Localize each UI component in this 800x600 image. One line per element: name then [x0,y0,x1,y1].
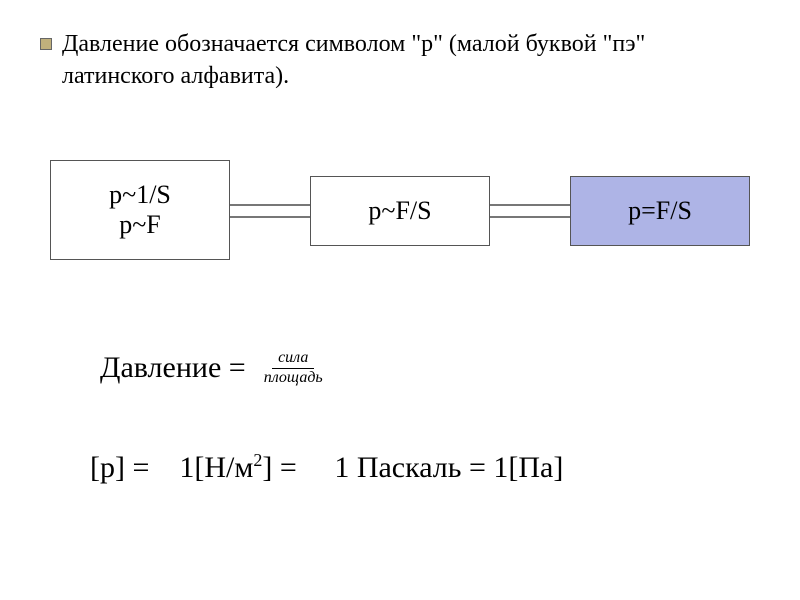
flow-box-2: p~F/S [310,176,490,246]
units-rhs: 1 Паскаль = 1[Па] [334,451,563,484]
flow-box-3: p=F/S [570,176,750,246]
pressure-definition: Давление = сила площадь [100,350,329,387]
pressure-fraction: сила площадь [258,350,329,387]
box1-line2: p~F [119,210,161,240]
box2-text: p~F/S [368,196,431,226]
units-mid-pre: 1[Н/м [179,451,253,484]
fraction-denominator: площадь [258,369,329,387]
connector-1 [230,204,310,218]
heading-text: Давление обозначается символом "р" (мало… [62,28,742,93]
box3-text: p=F/S [628,196,692,226]
units-line: [p] = 1[Н/м2] = 1 Паскаль = 1[Па] [90,450,563,485]
flow-diagram: p~1/S p~F p~F/S p=F/S [50,160,750,270]
units-mid-post: ] = [262,451,296,484]
box1-line1: p~1/S [109,180,171,210]
connector-2 [490,204,570,218]
fraction-numerator: сила [272,350,314,369]
bullet-square [40,38,52,50]
flow-box-1: p~1/S p~F [50,160,230,260]
units-lhs: [p] = [90,451,149,484]
pressure-label: Давление = [100,351,246,385]
